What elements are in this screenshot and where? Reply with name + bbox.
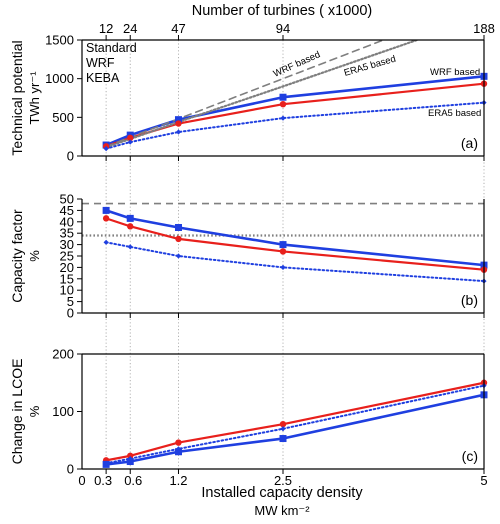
point-b-wrf-1 bbox=[127, 223, 134, 230]
annotation-era5-based-keba: ERA5 based bbox=[428, 108, 481, 119]
point-b-keba_era5-2 bbox=[175, 253, 182, 259]
point-c-keba_wrf-1 bbox=[126, 458, 134, 466]
series-line-c-keba_wrf bbox=[104, 393, 484, 466]
top-tick-label-4: 188 bbox=[473, 21, 495, 36]
x-tick-label-0: 0 bbox=[78, 473, 85, 488]
y-tick-label-b-2: 10 bbox=[60, 283, 74, 298]
y-tick-label-a-0: 0 bbox=[67, 149, 74, 164]
legend-standard: Standard bbox=[86, 41, 137, 55]
top-axis-turbines: Number of turbines ( x1000) 12 24 47 94 188 bbox=[99, 3, 495, 40]
y-tick-label-c-2: 200 bbox=[52, 347, 74, 362]
x-axis-title-line1: Installed capacity density bbox=[201, 485, 363, 501]
series-line-a-standard_wrf bbox=[105, 40, 386, 148]
y-tick-label-b-10: 50 bbox=[60, 192, 74, 207]
point-a-keba_era5-3 bbox=[280, 115, 286, 121]
y-tick-label-b-9: 45 bbox=[60, 203, 74, 218]
y-tick-label-c-0: 0 bbox=[67, 462, 74, 477]
point-c-keba_era5-3 bbox=[280, 426, 286, 432]
x-tick-label-4: 2.5 bbox=[274, 473, 292, 488]
legend: Standard WRF KEBA bbox=[86, 41, 137, 85]
y-axis-title-b: Capacity factor bbox=[9, 209, 25, 303]
point-a-keba_era5-1 bbox=[127, 139, 133, 145]
annotation-wrf-based-keba: WRF based bbox=[430, 67, 480, 78]
panel-label-b: (b) bbox=[461, 292, 478, 308]
point-c-wrf-3 bbox=[279, 420, 287, 428]
top-axis-title: Number of turbines ( x1000) bbox=[192, 3, 373, 19]
y-tick-label-b-0: 0 bbox=[67, 306, 74, 321]
point-c-keba_wrf-3 bbox=[279, 435, 287, 443]
vertical-gridlines bbox=[105, 40, 485, 469]
x-tick-label-5: 5 bbox=[480, 473, 487, 488]
point-c-keba_era5-1 bbox=[127, 456, 133, 462]
top-tick-label-0: 12 bbox=[99, 21, 113, 36]
point-b-keba_wrf-1 bbox=[126, 214, 134, 222]
point-c-wrf-2 bbox=[175, 439, 182, 446]
series-line-c-wrf bbox=[105, 381, 484, 462]
point-a-keba_wrf-3 bbox=[279, 93, 287, 101]
y-axis-unit-a: TWh yr⁻¹ bbox=[27, 71, 42, 125]
point-a-keba_wrf-2 bbox=[174, 116, 182, 124]
point-b-keba_wrf-2 bbox=[174, 224, 182, 231]
point-b-keba_era5-1 bbox=[127, 244, 133, 250]
point-a-wrf-2 bbox=[175, 120, 182, 127]
y-tick-label-b-5: 25 bbox=[60, 249, 74, 264]
series-line-b-wrf bbox=[105, 217, 484, 271]
panel-a-technical-potential: 0 500 1000 1500 Technical potential TWh yr⁻¹ (… bbox=[9, 33, 488, 164]
x-tick-label-3: 1.2 bbox=[169, 473, 187, 488]
legend-wrf: WRF bbox=[86, 56, 115, 70]
y-tick-label-b-4: 20 bbox=[60, 260, 74, 275]
point-b-keba_era5-3 bbox=[280, 264, 286, 270]
x-tick-label-2: 0.6 bbox=[124, 473, 142, 488]
panel-label-c: (c) bbox=[462, 448, 478, 464]
legend-keba: KEBA bbox=[86, 71, 120, 85]
point-a-wrf-3 bbox=[279, 100, 287, 108]
series-line-b-keba_era5 bbox=[105, 241, 484, 283]
point-c-keba_era5-0 bbox=[103, 460, 109, 466]
y-axis-unit-b: % bbox=[27, 250, 42, 262]
point-c-wrf-1 bbox=[127, 452, 134, 459]
y-tick-label-b-7: 35 bbox=[60, 226, 74, 241]
y-axis-title-c: Change in LCOE bbox=[9, 359, 25, 465]
series-line-c-keba_era5 bbox=[105, 384, 484, 465]
point-b-wrf-2 bbox=[175, 235, 182, 243]
y-tick-label-a-2: 1000 bbox=[45, 71, 74, 86]
x-tick-label-1: 0.3 bbox=[94, 473, 112, 488]
y-tick-label-a-3: 1500 bbox=[45, 33, 74, 48]
panel-label-a: (a) bbox=[461, 135, 478, 151]
point-c-keba_era5-2 bbox=[175, 446, 182, 452]
y-tick-label-b-8: 40 bbox=[60, 214, 74, 229]
point-b-keba_era5-0 bbox=[103, 239, 109, 245]
line-annotations: WRF based ERA5 based WRF based ERA5 base… bbox=[272, 49, 482, 119]
point-a-wrf-1 bbox=[127, 134, 134, 142]
panel-c-lcoe-change: 0 100 200 Change in LCOE % (c) bbox=[9, 347, 488, 477]
point-b-wrf-0 bbox=[102, 215, 110, 222]
y-tick-label-b-1: 5 bbox=[67, 294, 74, 309]
point-b-keba_wrf-3 bbox=[279, 241, 287, 249]
top-tick-label-2: 47 bbox=[171, 21, 185, 36]
series-line-a-keba_era5 bbox=[105, 101, 484, 150]
x-axis-title-line2: MW km⁻² bbox=[254, 503, 310, 518]
y-tick-label-a-1: 500 bbox=[52, 110, 74, 125]
point-b-wrf-3 bbox=[279, 248, 287, 255]
point-b-keba_wrf-0 bbox=[102, 206, 110, 214]
x-axis-bottom: Installed capacity density MW km⁻² 0 0.3 0… bbox=[78, 473, 487, 518]
point-c-keba_wrf-2 bbox=[174, 448, 182, 456]
y-axis-title-a: Technical potential bbox=[9, 40, 25, 155]
top-tick-label-3: 94 bbox=[276, 21, 290, 36]
y-tick-label-b-3: 15 bbox=[60, 271, 74, 286]
y-tick-label-c-1: 100 bbox=[52, 404, 74, 419]
point-a-keba_era5-2 bbox=[175, 129, 182, 135]
y-axis-unit-c: % bbox=[27, 405, 42, 417]
top-tick-label-1: 24 bbox=[123, 21, 137, 36]
point-a-keba_era5-0 bbox=[103, 146, 109, 152]
series-line-b-keba_wrf bbox=[104, 209, 484, 267]
y-tick-label-b-6: 30 bbox=[60, 237, 74, 252]
